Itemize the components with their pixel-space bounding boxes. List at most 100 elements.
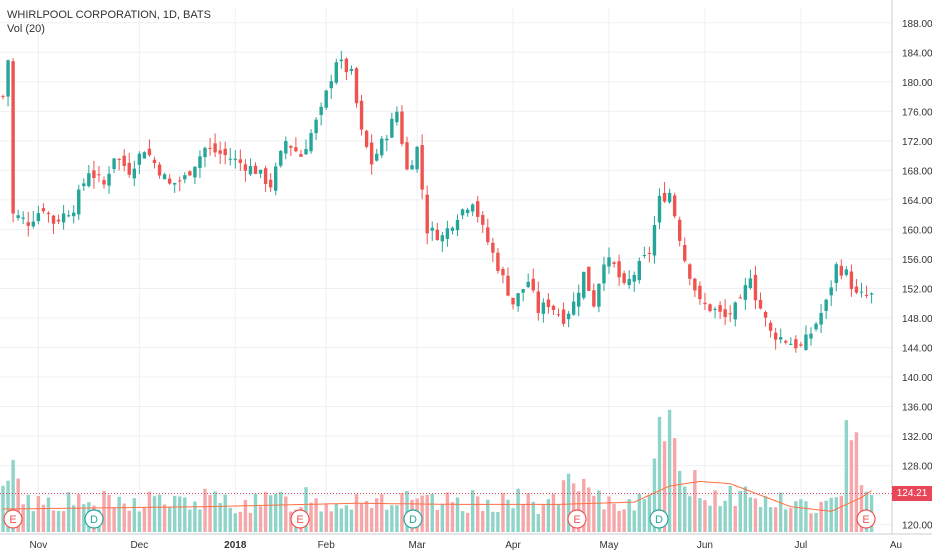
candle-body [405, 142, 409, 170]
candle-body [334, 62, 338, 83]
earnings-marker[interactable]: E [567, 509, 587, 529]
candle-body [16, 215, 20, 218]
dividend-marker[interactable]: D [649, 509, 669, 529]
candle-body [385, 138, 389, 141]
candle-body [789, 343, 793, 345]
candle-body [450, 227, 455, 231]
candle-body [77, 189, 81, 215]
candle-body [344, 58, 349, 73]
earnings-marker[interactable]: E [856, 509, 876, 529]
volume-bar [799, 499, 803, 532]
volume-bar [248, 512, 253, 532]
candle-body [693, 278, 697, 291]
candle-body [794, 339, 798, 349]
volume-bar [450, 502, 455, 532]
candle-body [819, 312, 823, 325]
y-tick-label: 132.00 [902, 432, 932, 443]
candle-body [481, 215, 485, 225]
marker-label: D [90, 514, 98, 526]
volume-bar [56, 510, 61, 532]
volume-bar [551, 493, 556, 532]
candle-body [536, 291, 540, 313]
candle-body [21, 217, 25, 219]
volume-bar [632, 510, 636, 532]
candle-body [319, 106, 323, 116]
candle-body [228, 158, 232, 160]
candle-body [299, 154, 303, 157]
volume-bar [587, 487, 591, 532]
volume-bar [779, 492, 783, 532]
volume-bar [122, 503, 126, 532]
candle-body [258, 169, 263, 174]
volume-bar [77, 494, 81, 532]
candle-body [51, 215, 56, 224]
volume-bar [582, 478, 586, 532]
earnings-marker[interactable]: E [3, 509, 23, 529]
volume-bar [753, 498, 758, 532]
volume-bar [526, 493, 530, 532]
volume-bar [566, 473, 571, 532]
candle-body [470, 204, 475, 212]
dividend-marker[interactable]: D [403, 509, 423, 529]
y-tick-label: 120.00 [902, 521, 932, 532]
candle-body [142, 152, 147, 159]
volume-bar [607, 496, 611, 532]
volume-bar [728, 485, 732, 532]
volume-bar [117, 496, 121, 532]
candle-body [703, 302, 707, 305]
candle-body [849, 271, 854, 290]
volume-bar [152, 496, 157, 532]
candle-body [617, 261, 621, 278]
volume-bar [703, 500, 707, 532]
volume-bar [773, 507, 778, 532]
candle-body [577, 292, 581, 307]
volume-bar [758, 507, 763, 532]
x-tick-label: Au [890, 540, 902, 550]
volume-bar [425, 494, 429, 532]
volume-bar [571, 483, 576, 532]
volume-bar [395, 505, 399, 532]
candle-body [582, 271, 586, 298]
volume-bar [178, 496, 182, 532]
volume-bar [253, 493, 258, 532]
x-tick-label: 2018 [224, 540, 247, 550]
candle-body [587, 266, 591, 291]
candle-body [491, 242, 495, 253]
volume-bar [733, 505, 737, 532]
volume-bar [6, 480, 10, 532]
y-tick-label: 148.00 [902, 314, 932, 325]
volume-bar [334, 503, 338, 532]
candle-body [122, 155, 126, 166]
volume-bar [142, 507, 147, 532]
marker-circle [856, 509, 876, 529]
candle-body [31, 221, 35, 227]
volume-bar [137, 511, 142, 532]
volume-bar [193, 501, 197, 532]
candle-body [41, 208, 46, 212]
volume-ma-path [2, 480, 872, 512]
candle-body [768, 322, 773, 331]
candle-body [36, 213, 41, 222]
candle-body [662, 192, 667, 202]
volume-bar [51, 510, 56, 532]
marker-circle [290, 509, 310, 529]
volume-bar [31, 511, 35, 532]
candle-body [455, 219, 460, 231]
volume-bar [809, 513, 813, 532]
earnings-marker[interactable]: E [290, 509, 310, 529]
candle-body [521, 289, 525, 293]
candle-body [193, 166, 197, 178]
candle-body [26, 222, 30, 226]
volume-bar [748, 497, 753, 532]
dividend-marker[interactable]: D [84, 509, 104, 529]
volume-bar [380, 494, 384, 532]
candle-body [723, 309, 727, 318]
volume-bar [723, 500, 727, 532]
candle-body [546, 299, 551, 308]
volume-bar [107, 494, 111, 532]
volume-bar [854, 432, 859, 532]
volume-bar [617, 510, 621, 532]
